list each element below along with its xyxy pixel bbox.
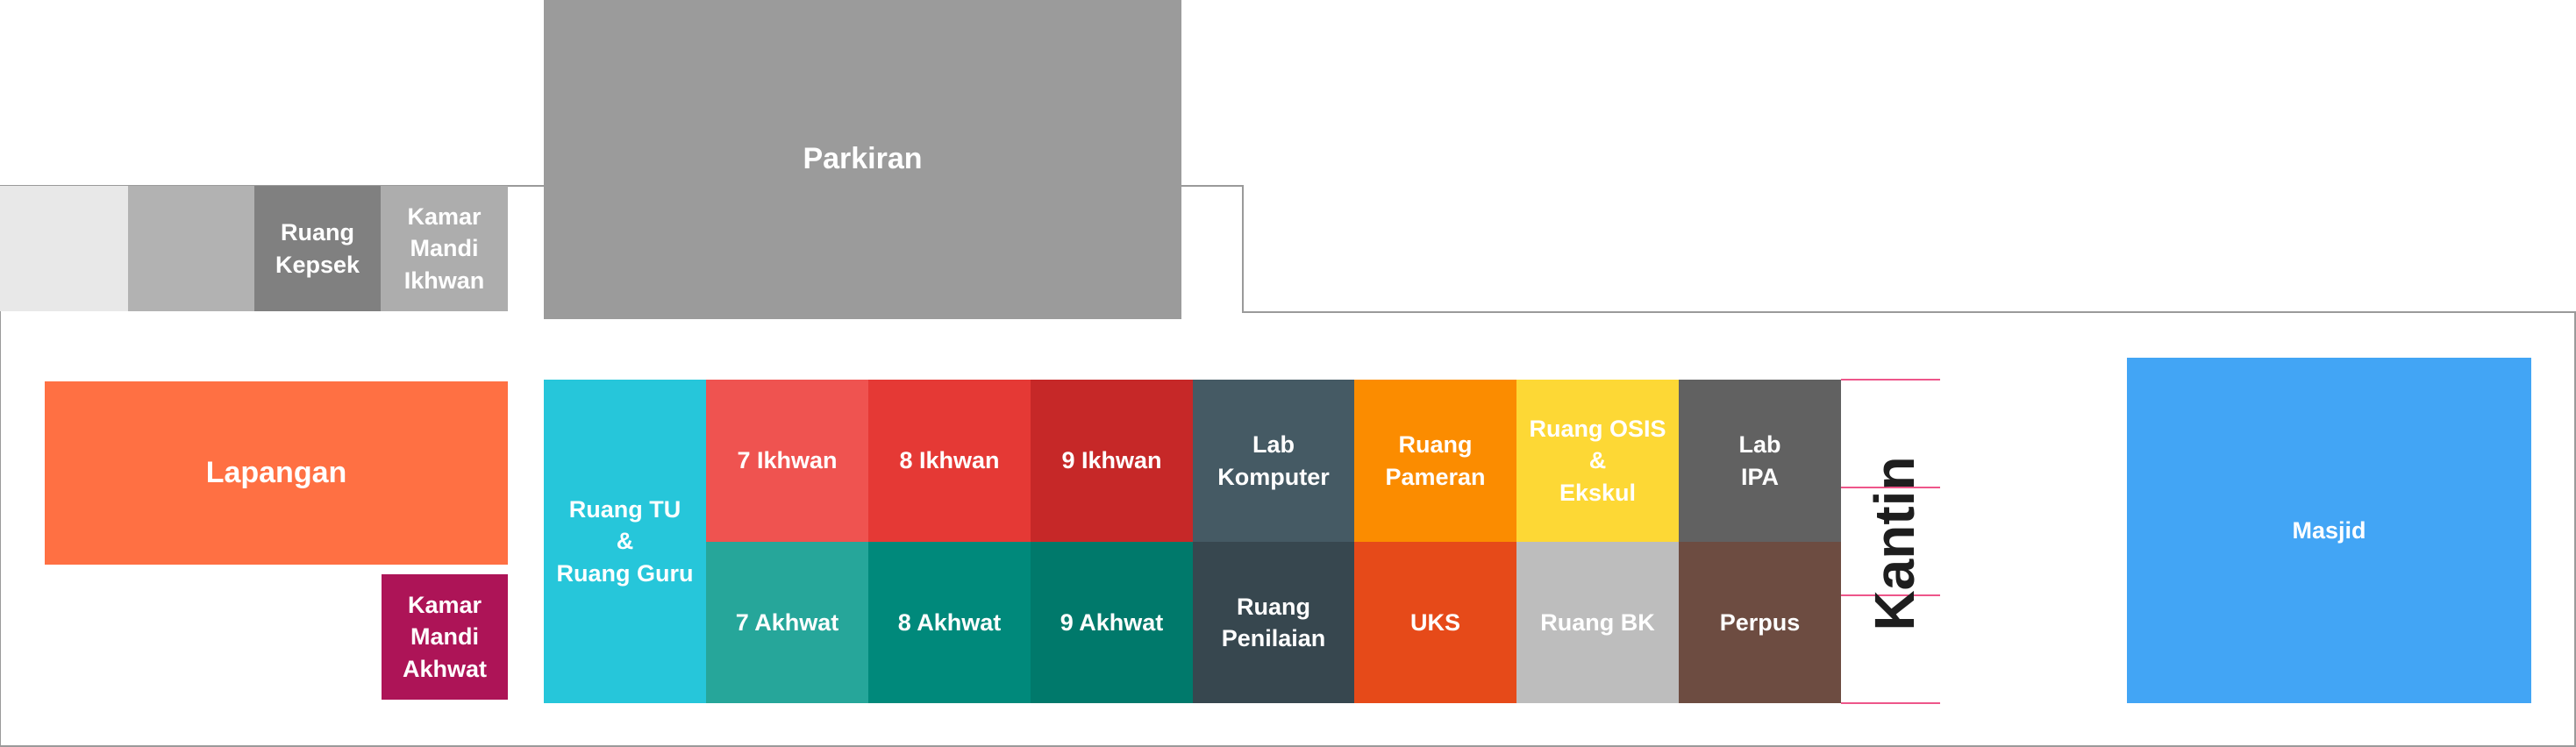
room-parkiran: Parkiran bbox=[544, 0, 1181, 319]
room-perpus: Perpus bbox=[1679, 542, 1841, 703]
room-7-akhwat: 7 Akhwat bbox=[706, 542, 868, 703]
room-7-ikhwan: 7 Ikhwan bbox=[706, 380, 868, 542]
room-ruang-osis-ekskul: Ruang OSIS & Ekskul bbox=[1516, 380, 1679, 542]
room-ruang-tu-guru-label: Ruang TU & Ruang Guru bbox=[556, 495, 694, 587]
room-9-ikhwan: 9 Ikhwan bbox=[1031, 380, 1193, 542]
room-ruang-pameran: Ruang Pameran bbox=[1354, 380, 1516, 542]
room-masjid-label: Masjid bbox=[2292, 516, 2366, 544]
room-ruang-kepsek: Ruang Kepsek bbox=[254, 186, 381, 311]
room-parkiran-label: Parkiran bbox=[803, 142, 923, 176]
room-blank-2 bbox=[128, 186, 254, 311]
room-kamar-mandi-ikhwan: Kamar Mandi Ikhwan bbox=[381, 186, 508, 311]
room-lab-komputer: Lab Komputer bbox=[1193, 380, 1354, 542]
room-lapangan-label: Lapangan bbox=[205, 455, 347, 489]
room-lapangan: Lapangan bbox=[45, 381, 508, 565]
room-9-akhwat: 9 Akhwat bbox=[1031, 542, 1193, 703]
room-ruang-bk: Ruang BK bbox=[1516, 542, 1679, 703]
room-ruang-penilaian: Ruang Penilaian bbox=[1193, 542, 1354, 703]
room-kamar-mandi-akhwat: Kamar Mandi Akhwat bbox=[382, 574, 508, 700]
room-kamar-mandi-akhwat-label: Kamar Mandi Akhwat bbox=[402, 591, 488, 682]
room-8-akhwat: 8 Akhwat bbox=[868, 542, 1031, 703]
room-uks: UKS bbox=[1354, 542, 1516, 703]
room-blank-1 bbox=[0, 186, 128, 311]
room-kamar-mandi-ikhwan-label: Kamar Mandi Ikhwan bbox=[403, 203, 485, 294]
room-ruang-kepsek-label: Ruang Kepsek bbox=[275, 219, 360, 278]
room-8-ikhwan: 8 Ikhwan bbox=[868, 380, 1031, 542]
room-ruang-tu-guru: Ruang TU & Ruang Guru bbox=[544, 380, 706, 703]
room-lab-ipa: Lab IPA bbox=[1679, 380, 1841, 542]
kantin-label: Kantin bbox=[1863, 456, 1926, 631]
room-masjid: Masjid bbox=[2127, 358, 2531, 703]
